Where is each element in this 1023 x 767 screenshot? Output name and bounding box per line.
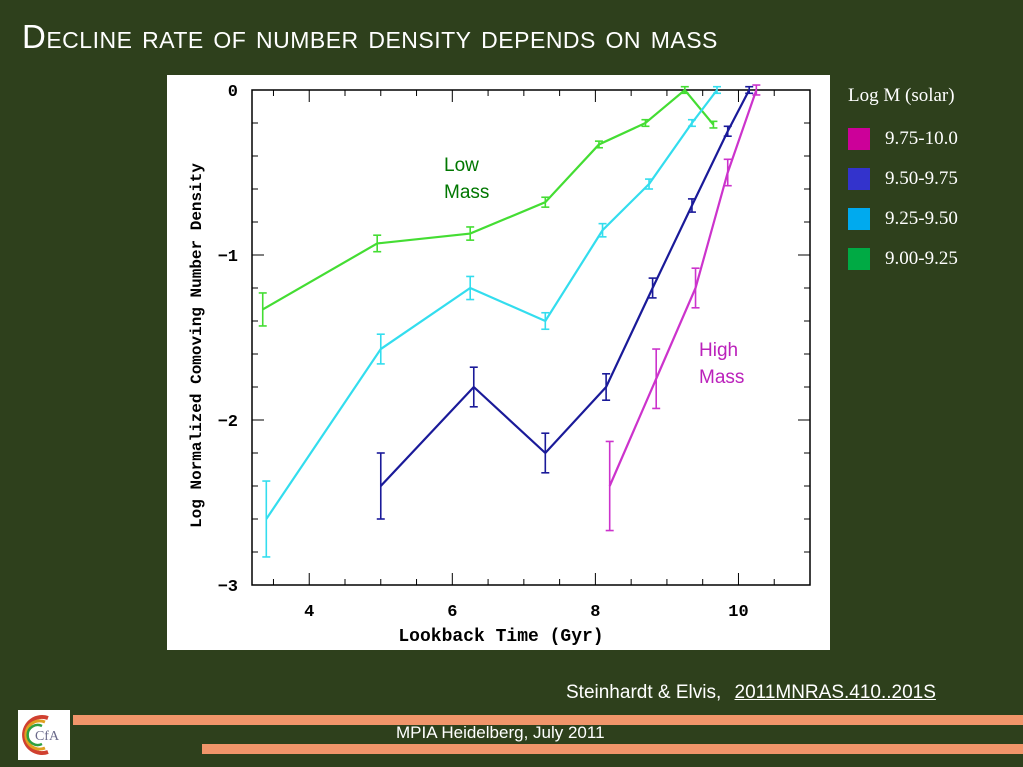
series-line	[379, 89, 751, 487]
citation: Steinhardt & Elvis, 2011MNRAS.410..201S	[566, 682, 936, 704]
x-tick-label: 8	[590, 603, 600, 622]
low-mass-annotation: Mass	[444, 182, 489, 203]
legend-label: 9.50-9.75	[885, 168, 958, 189]
citation-authors: Steinhardt & Elvis,	[566, 682, 722, 703]
high-mass-annotation: High	[699, 340, 738, 361]
y-axis-label: Log Normalized Comoving Number Density	[188, 163, 206, 528]
x-axis-label: Lookback Time (Gyr)	[398, 627, 603, 647]
legend-item: 9.25-9.50	[848, 199, 1008, 239]
legend-label: 9.75-10.0	[885, 128, 958, 149]
series-line	[265, 89, 718, 520]
legend-swatch	[848, 168, 870, 190]
y-tick-label: −2	[218, 413, 238, 432]
svg-text:CfA: CfA	[35, 729, 60, 744]
legend-item: 9.00-9.25	[848, 239, 1008, 279]
x-tick-label: 4	[304, 603, 314, 622]
legend-title: Log M (solar)	[848, 85, 955, 106]
legend-swatch	[848, 248, 870, 270]
x-tick-label: 6	[447, 603, 457, 622]
y-tick-label: −3	[218, 578, 238, 597]
legend-label: 9.00-9.25	[885, 248, 958, 269]
chart-svg: 4 6 8 10 0 −1 −2 −3 Lookback Time (Gyr) Log Norma…	[188, 83, 811, 647]
x-tick-label: 10	[728, 603, 748, 622]
legend: Log M (solar) 9.75-10.0 9.50-9.75 9.25-9…	[848, 85, 1008, 279]
legend-swatch	[848, 128, 870, 150]
legend-swatch	[848, 208, 870, 230]
citation-link[interactable]: 2011MNRAS.410..201S	[734, 682, 936, 703]
legend-item: 9.50-9.75	[848, 159, 1008, 199]
slide-title: Decline rate of number density depends o…	[22, 18, 718, 55]
footer-text: MPIA Heidelberg, July 2011	[396, 723, 605, 742]
plot-frame	[251, 89, 811, 586]
series-line	[262, 88, 715, 311]
high-mass-annotation: Mass	[699, 367, 744, 388]
y-tick-label: 0	[228, 83, 238, 102]
legend-item: 9.75-10.0	[848, 119, 1008, 159]
cfa-logo: CfA	[18, 710, 70, 760]
plot-panel: 4 6 8 10 0 −1 −2 −3 Lookback Time (Gyr) Log Norma…	[167, 75, 830, 650]
cfa-logo-icon: CfA	[22, 715, 60, 755]
low-mass-annotation: Low	[444, 155, 479, 176]
y-tick-label: −1	[218, 248, 238, 267]
decorative-bar-bottom	[202, 744, 1023, 754]
legend-label: 9.25-9.50	[885, 208, 958, 229]
decorative-bar-top	[73, 715, 1023, 725]
series-line	[608, 89, 758, 487]
